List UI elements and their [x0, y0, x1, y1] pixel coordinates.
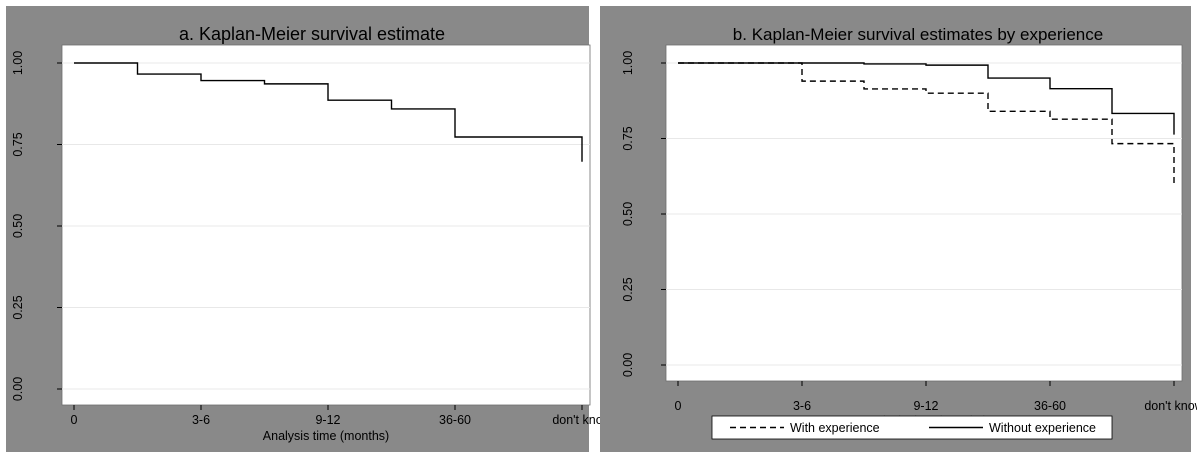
x-tick-label: 9-12: [913, 399, 938, 413]
x-tick-label: 0: [71, 413, 78, 427]
legend-label: Without experience: [989, 421, 1096, 435]
series-line-1: [678, 62, 1175, 186]
y-tick-label: 0.75: [11, 132, 25, 156]
x-tick-label: 9-12: [315, 413, 340, 427]
series-line-2: [678, 62, 1175, 135]
x-tick-label: don't know: [1144, 399, 1197, 413]
y-tick-label: 0.50: [11, 214, 25, 238]
plot-area: [61, 44, 591, 406]
x-tick-label: 36-60: [439, 413, 471, 427]
plot-area: [665, 44, 1183, 382]
y-tick-label: 0.00: [11, 377, 25, 401]
x-tick-label: don't know: [552, 413, 612, 427]
series-line-1: [74, 62, 583, 162]
chart-panel-b: 0.00 0.25 0.50 0.75 1.00 0 3-6 9-12 36-60 don't k…: [600, 6, 1197, 452]
chart-title: b. Kaplan-Meier survival estimates by ex…: [733, 25, 1103, 44]
y-tick-label: 0.75: [621, 126, 635, 150]
x-tick-label: 0: [675, 399, 682, 413]
y-tick-label: 1.00: [621, 51, 635, 75]
y-tick-label: 0.00: [621, 353, 635, 377]
y-tick-label: 0.25: [621, 277, 635, 301]
x-axis-label: Analysis time (months): [263, 429, 389, 443]
y-tick-label: 0.25: [11, 295, 25, 319]
chart-panel-a: 0.00 0.25 0.50 0.75 1.00 0 3-6 9-12 36-60 don't k…: [6, 6, 613, 452]
y-tick-label: 0.50: [621, 202, 635, 226]
legend-box: [711, 415, 1113, 440]
legend-label: With experience: [790, 421, 880, 435]
legend: With experience Without experience: [711, 415, 1113, 440]
chart-title: a. Kaplan-Meier survival estimate: [179, 24, 445, 44]
x-tick-label: 36-60: [1034, 399, 1066, 413]
x-tick-label: 3-6: [192, 413, 210, 427]
x-tick-label: 3-6: [793, 399, 811, 413]
y-tick-label: 1.00: [11, 51, 25, 75]
